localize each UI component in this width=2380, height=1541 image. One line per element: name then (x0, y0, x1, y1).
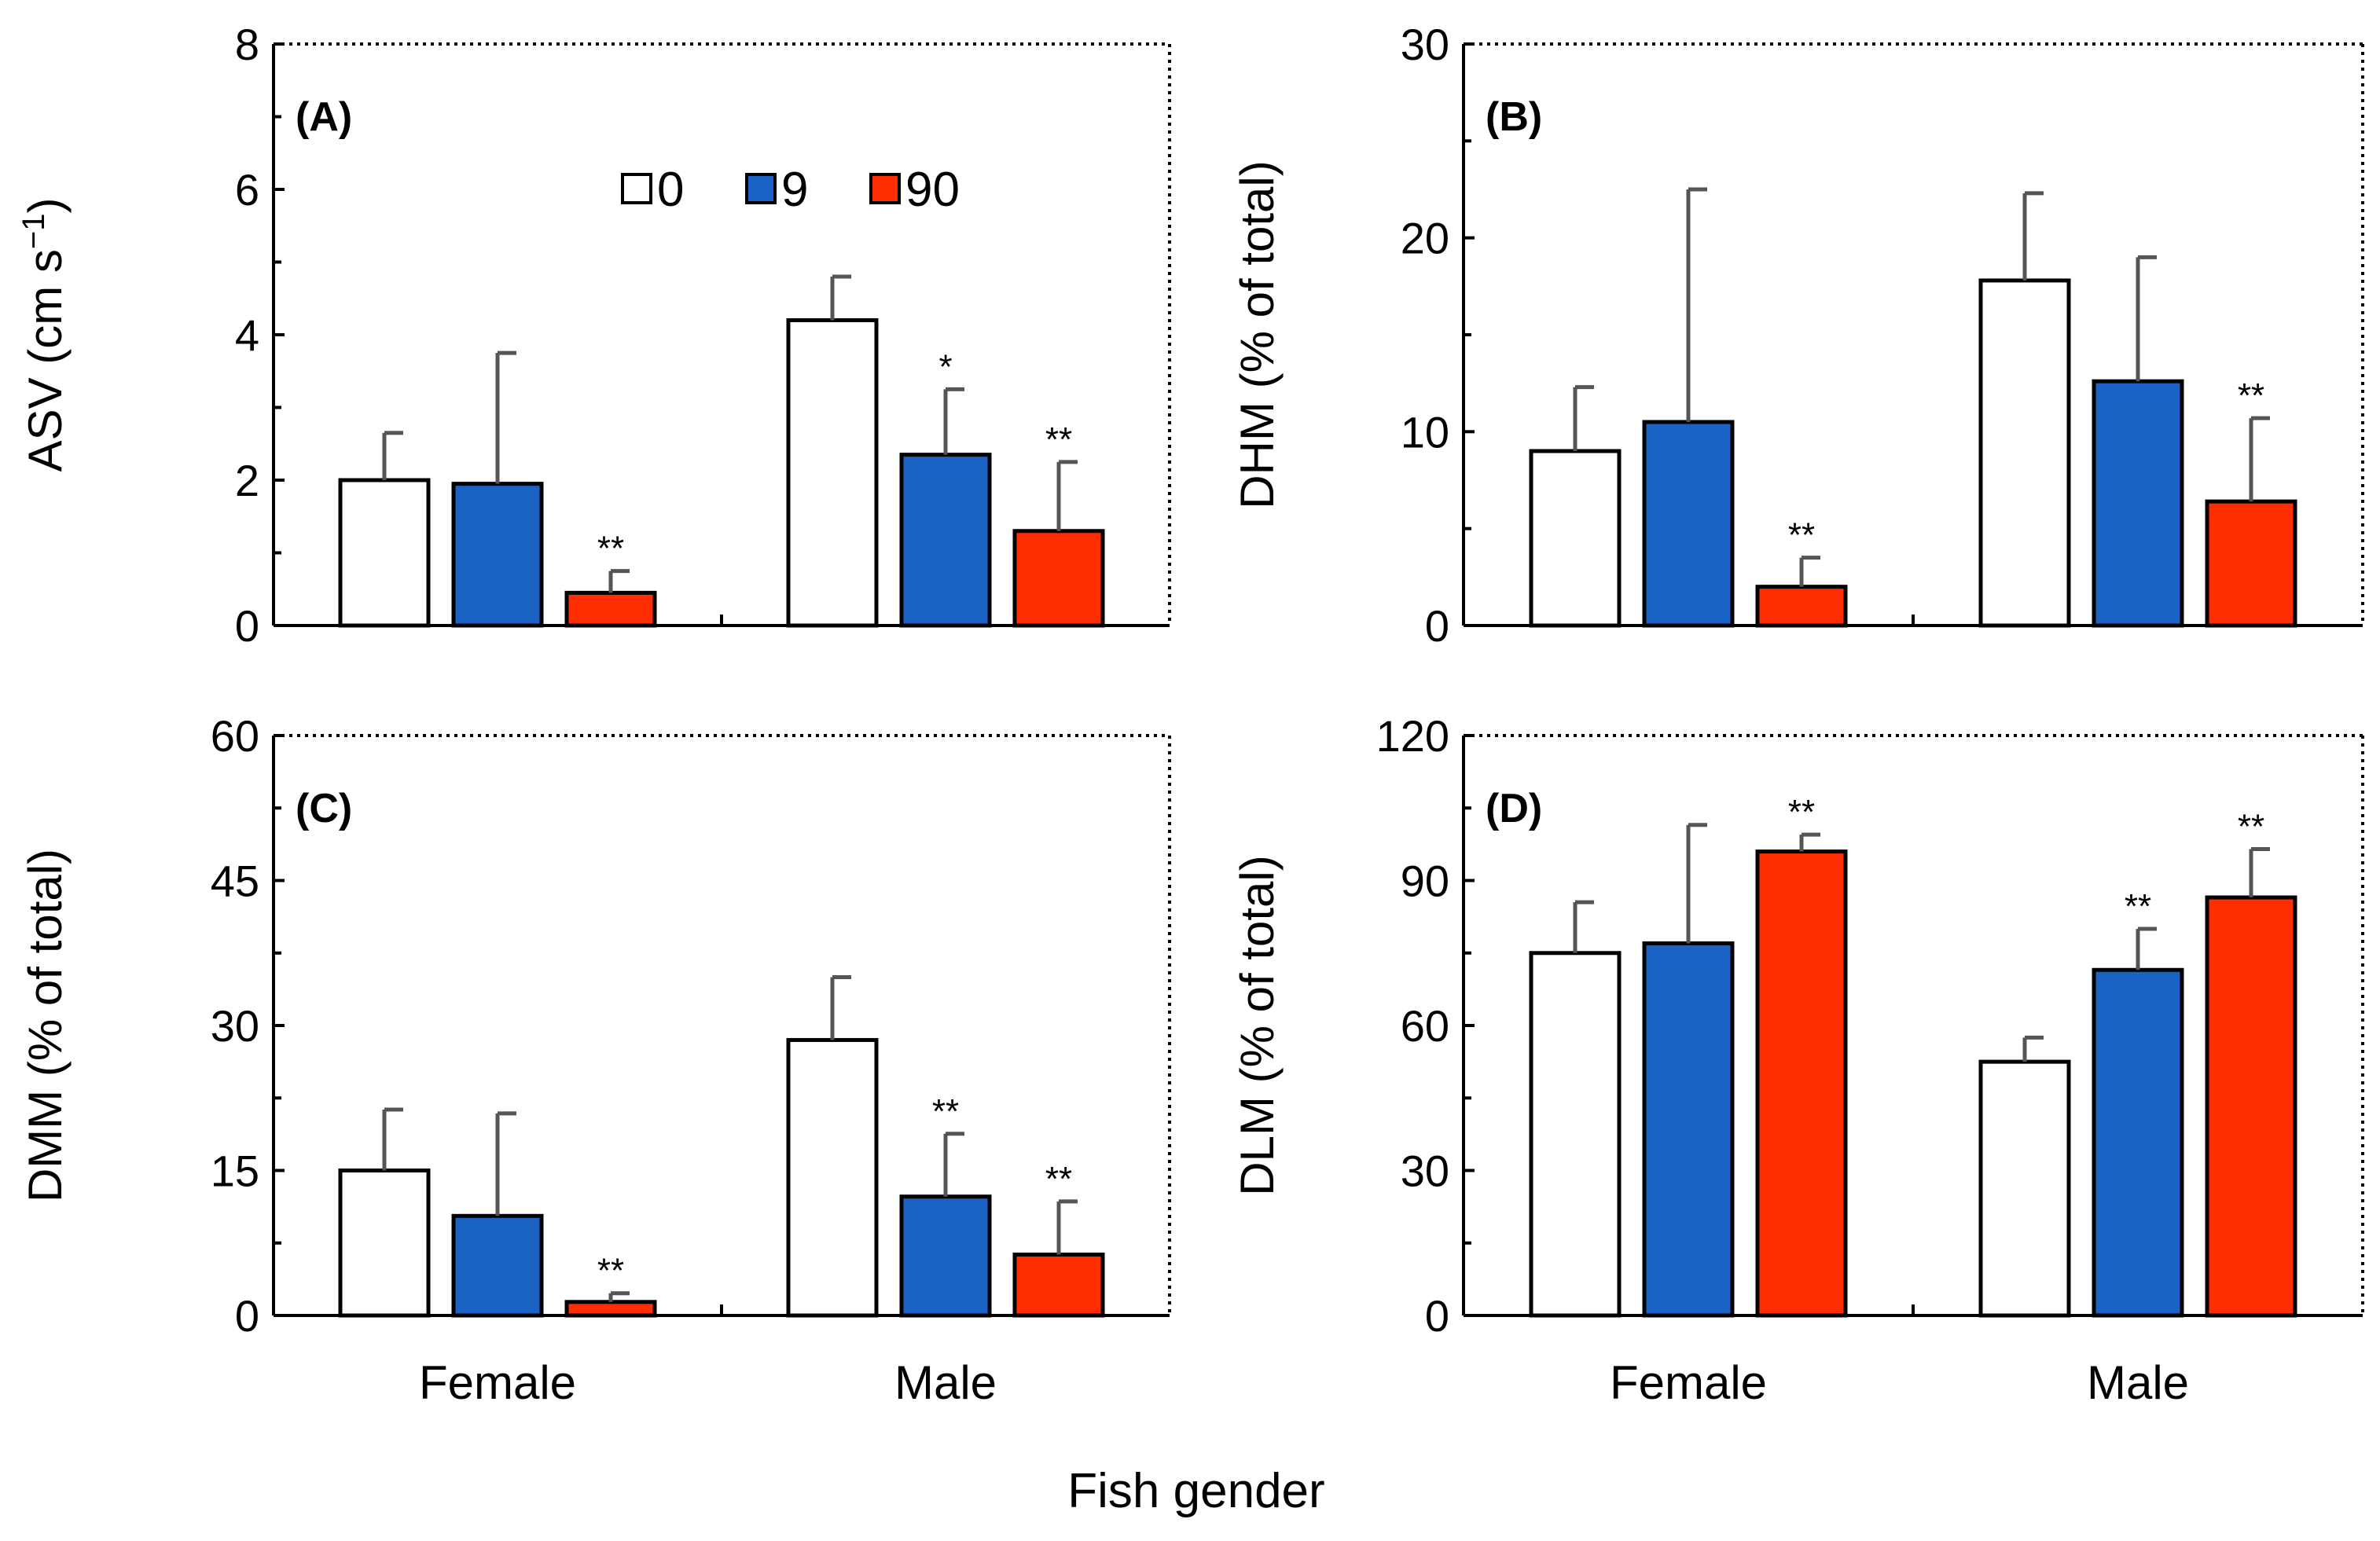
legend-label-9: 9 (781, 163, 808, 217)
legend-label-90: 90 (905, 163, 960, 217)
significance-mark: ** (2238, 376, 2264, 415)
bar-9-male (899, 453, 992, 628)
y-axis-label-main: DLM (% of total) (1231, 855, 1284, 1195)
y-axis-label-superscript: −1 (17, 214, 51, 250)
y-tick-label: 30 (1401, 1147, 1449, 1196)
legend: 0 9 90 (621, 163, 960, 217)
bar-9-female (451, 1213, 544, 1318)
bar-0-male (786, 318, 879, 628)
y-tick-label: 0 (1425, 1291, 1449, 1341)
y-tick-label: 0 (235, 601, 259, 651)
y-tick-label: 60 (211, 711, 259, 761)
legend-swatch-90 (869, 173, 901, 204)
panel-tag: (D) (1486, 786, 1542, 831)
bar-0-female (338, 478, 431, 628)
bar-9-male (2092, 967, 2184, 1318)
bar-0-male (1978, 278, 2071, 628)
y-tick-label: 0 (235, 1291, 259, 1341)
legend-swatch-0 (621, 173, 652, 204)
bar-90-female (564, 590, 657, 628)
y-tick-label: 90 (1401, 857, 1449, 906)
y-tick-label: 4 (235, 310, 259, 360)
bar-9-female (451, 482, 544, 628)
y-tick-label: 60 (1401, 1001, 1449, 1051)
y-axis-label: DLM (% of total) (1231, 855, 1284, 1195)
panel-tag: (A) (296, 94, 352, 140)
y-tick-label: 30 (211, 1001, 259, 1051)
bar-0-female (1529, 449, 1622, 628)
significance-mark: ** (2125, 887, 2151, 926)
y-tick-label: 2 (235, 456, 259, 505)
y-tick-label: 0 (1425, 601, 1449, 651)
y-axis-label-close: ) (19, 198, 72, 214)
significance-mark: * (938, 347, 952, 386)
y-axis-label-main: ASV (cm s (19, 249, 72, 471)
bar-90-male (1012, 1253, 1105, 1318)
significance-mark: ** (932, 1092, 959, 1131)
y-tick-label: 6 (235, 165, 259, 215)
y-tick-label: 8 (235, 20, 259, 69)
y-tick-label: 30 (1401, 20, 1449, 69)
significance-mark: ** (2238, 808, 2264, 846)
bar-0-male (786, 1037, 879, 1318)
bar-90-male (2205, 895, 2297, 1318)
bar-90-female (1755, 585, 1848, 628)
x-category-label: Male (2087, 1356, 2189, 1409)
y-tick-label: 20 (1401, 214, 1449, 263)
panel-tag: (B) (1486, 94, 1542, 140)
x-category-label: Female (1610, 1356, 1767, 1409)
legend-swatch-9 (745, 173, 777, 204)
significance-mark: ** (597, 530, 624, 568)
panel-2: 0 15 30 45 60 DMM (% of total) (C) ** Female ** **… (19, 711, 1171, 1409)
y-axis-label-main: DHM (% of total) (1231, 160, 1284, 508)
bar-9-male (2092, 379, 2184, 628)
y-axis-label-main: DMM (% of total) (19, 849, 72, 1202)
panel-3: 0 30 60 90 120 DLM (% of total) (D) ** Female ** *… (1231, 711, 2364, 1409)
significance-mark: ** (1788, 793, 1815, 831)
x-category-label: Female (419, 1356, 576, 1409)
y-axis-label: ASV (cm s−1) (17, 198, 72, 472)
x-axis-title: Fish gender (1067, 1464, 1324, 1518)
bar-9-female (1642, 941, 1735, 1318)
bar-90-female (564, 1300, 657, 1318)
significance-mark: ** (1788, 516, 1815, 555)
bar-9-female (1642, 420, 1735, 628)
y-tick-label: 120 (1376, 711, 1449, 761)
bar-90-female (1755, 849, 1848, 1318)
bar-0-female (1529, 951, 1622, 1318)
bar-90-male (1012, 529, 1105, 628)
panel-1: 0 10 20 30 DHM (% of total) (B) ** ** (1231, 20, 2364, 651)
x-category-label: Male (894, 1356, 997, 1409)
bar-90-male (2205, 499, 2297, 628)
panel-tag: (C) (296, 786, 352, 831)
y-tick-label: 45 (211, 857, 259, 906)
y-tick-label: 10 (1401, 407, 1449, 457)
y-axis-label: DMM (% of total) (19, 849, 72, 1202)
y-axis-label: DHM (% of total) (1231, 160, 1284, 508)
significance-mark: ** (1045, 420, 1072, 459)
bar-0-male (1978, 1059, 2071, 1318)
bar-9-male (899, 1194, 992, 1318)
bar-0-female (338, 1169, 431, 1318)
significance-mark: ** (1045, 1160, 1072, 1198)
legend-label-0: 0 (657, 163, 684, 217)
y-tick-label: 15 (211, 1147, 259, 1196)
significance-mark: ** (597, 1252, 624, 1290)
